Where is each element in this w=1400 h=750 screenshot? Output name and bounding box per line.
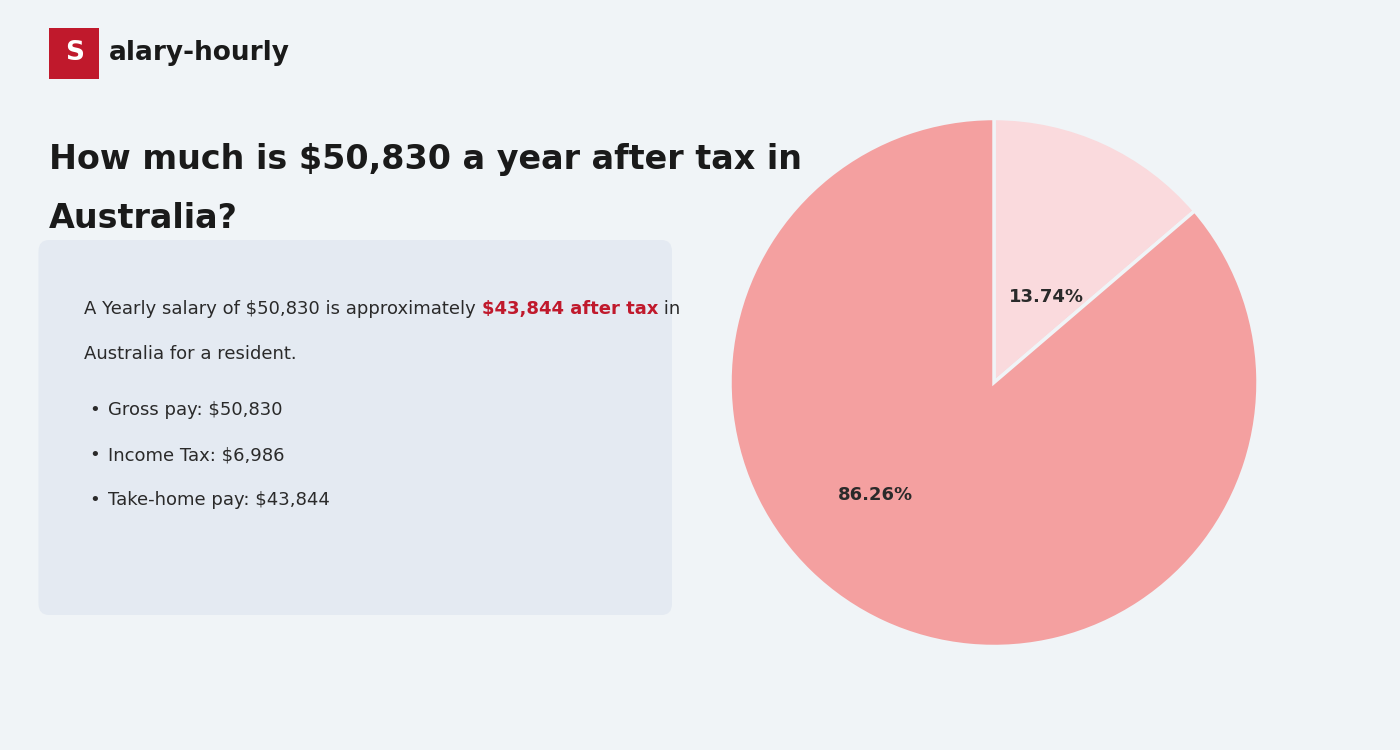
Text: S: S — [64, 40, 84, 66]
Wedge shape — [994, 118, 1194, 382]
Text: Australia?: Australia? — [49, 202, 238, 236]
Text: in: in — [658, 300, 680, 318]
Text: Australia for a resident.: Australia for a resident. — [84, 345, 297, 363]
Text: Income Tax: $6,986: Income Tax: $6,986 — [109, 446, 286, 464]
Text: How much is $50,830 a year after tax in: How much is $50,830 a year after tax in — [49, 142, 802, 176]
Text: •: • — [90, 401, 99, 419]
Text: alary-hourly: alary-hourly — [109, 40, 290, 66]
FancyBboxPatch shape — [39, 240, 672, 615]
Text: 86.26%: 86.26% — [837, 486, 913, 504]
Text: $43,844 after tax: $43,844 after tax — [482, 300, 658, 318]
Text: •: • — [90, 491, 99, 509]
Text: 13.74%: 13.74% — [1009, 288, 1084, 306]
FancyBboxPatch shape — [49, 28, 99, 79]
Text: Gross pay: $50,830: Gross pay: $50,830 — [109, 401, 283, 419]
Wedge shape — [729, 118, 1259, 646]
Text: A Yearly salary of $50,830 is approximately: A Yearly salary of $50,830 is approximat… — [84, 300, 482, 318]
Text: Take-home pay: $43,844: Take-home pay: $43,844 — [109, 491, 330, 509]
Text: •: • — [90, 446, 99, 464]
